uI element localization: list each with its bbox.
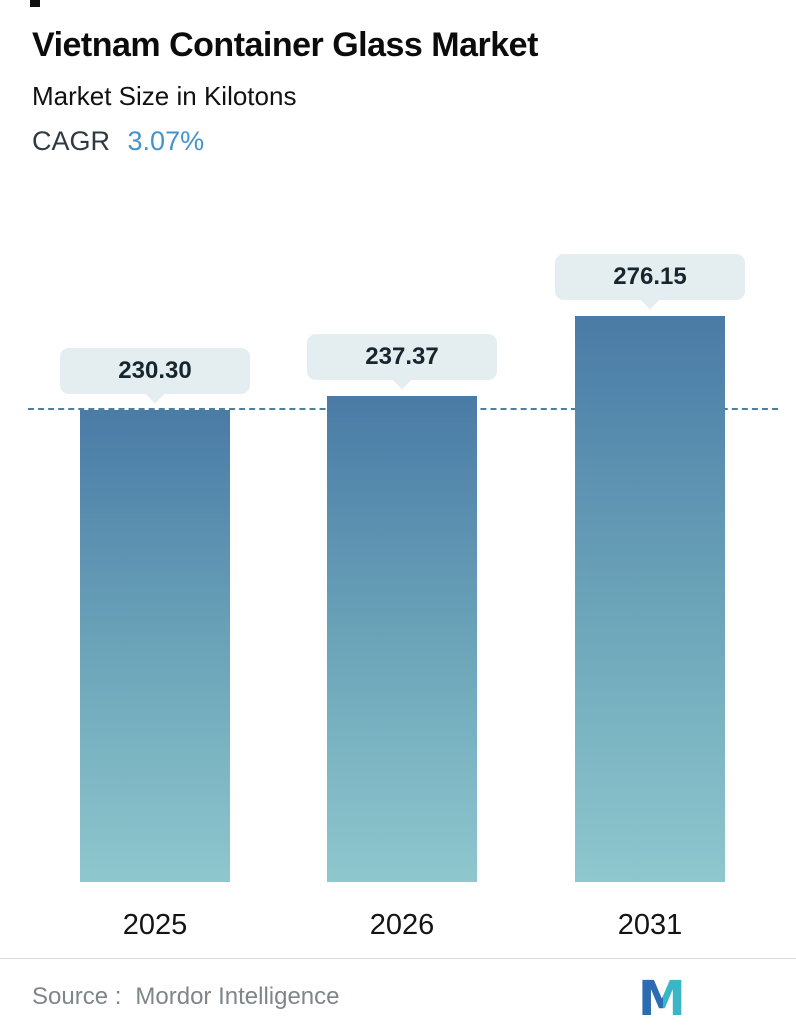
chart-title: Vietnam Container Glass Market (32, 26, 538, 64)
bar-2025[interactable] (80, 410, 230, 882)
value-callout-2025: 230.30 (60, 348, 250, 394)
cagr-label: CAGR (32, 126, 111, 156)
axis-label-2031: 2031 (617, 909, 683, 941)
value-label: 276.15 (555, 254, 745, 300)
source-line: Source : Mordor Intelligence (32, 983, 340, 1011)
bar-2031[interactable] (575, 316, 725, 882)
bar-group-2025: 230.30 2025 (60, 210, 250, 941)
axis-label-2026: 2026 (369, 909, 435, 941)
axis-label-2025: 2025 (122, 909, 188, 941)
value-label: 230.30 (60, 348, 250, 394)
crop-artifact (30, 0, 40, 7)
svg-text:M: M (638, 975, 686, 1019)
value-callout-2026: 237.37 (307, 334, 497, 380)
svg-text:M: M (638, 975, 686, 1019)
cagr-line: CAGR 3.07% (32, 126, 538, 157)
bar-group-2031: 276.15 2031 (555, 210, 745, 941)
cagr-value: 3.07% (127, 126, 205, 156)
source-value: Mordor Intelligence (135, 983, 340, 1010)
footer: Source : Mordor Intelligence M M (0, 958, 796, 1034)
value-callout-2031: 276.15 (555, 254, 745, 300)
bar-2026[interactable] (327, 396, 477, 882)
bar-group-2026: 237.37 2026 (307, 210, 497, 941)
source-label: Source : (32, 983, 122, 1010)
mordor-intelligence-logo: M M (638, 975, 686, 1019)
plot-area: 230.30 2025 237.37 2026 276.15 2031 (28, 210, 778, 941)
chart-subtitle: Market Size in Kilotons (32, 81, 297, 111)
chart-header: Vietnam Container Glass Market Market Si… (32, 26, 538, 157)
value-label: 237.37 (307, 334, 497, 380)
